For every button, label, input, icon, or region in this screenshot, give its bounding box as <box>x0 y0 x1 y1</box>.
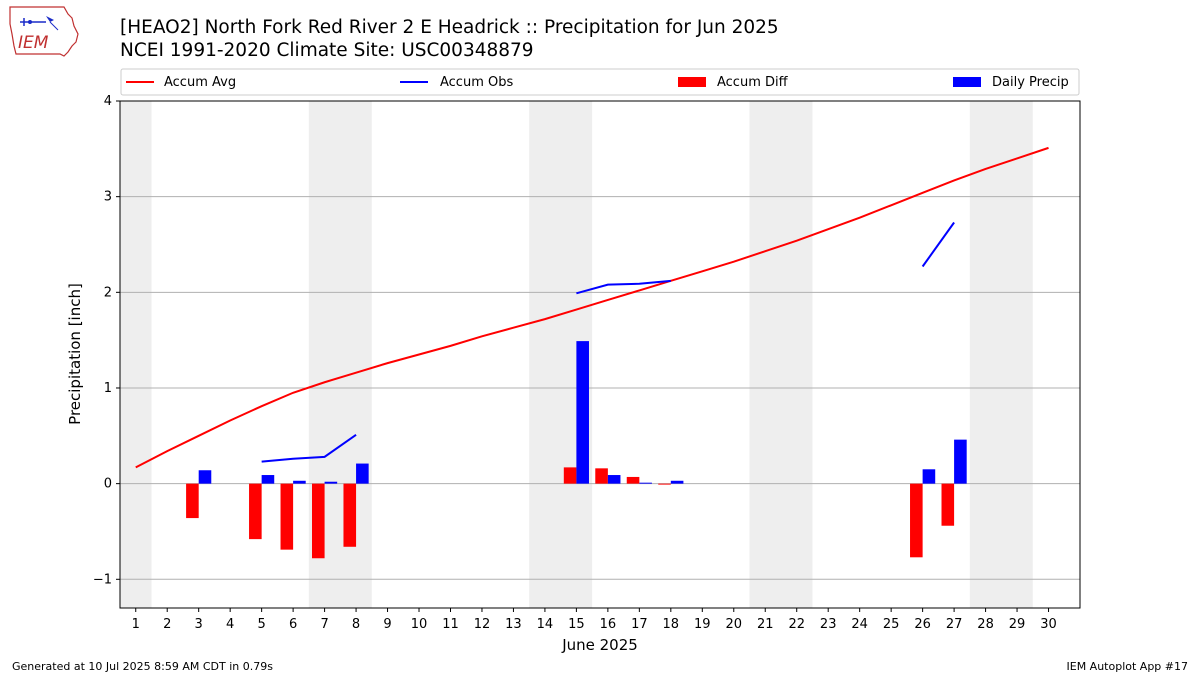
x-tick-label: 30 <box>1040 617 1057 632</box>
legend-swatch <box>953 77 981 87</box>
bar <box>658 483 671 485</box>
bar <box>922 469 936 484</box>
bar-series <box>186 341 967 559</box>
legend-swatch <box>678 77 706 87</box>
bar <box>261 475 275 484</box>
bar <box>324 481 338 484</box>
y-tick-label: 0 <box>104 477 112 492</box>
x-tick-label: 21 <box>757 617 774 632</box>
plot-frame <box>119 100 1081 609</box>
legend-label: Daily Precip <box>992 75 1069 90</box>
x-tick-label: 10 <box>411 617 428 632</box>
y-tick-label: 4 <box>104 94 112 109</box>
bar <box>670 480 684 484</box>
y-tick-label: −1 <box>93 572 112 587</box>
x-tick-label: 6 <box>289 617 297 632</box>
weekend-band <box>120 101 152 608</box>
x-tick-label: 25 <box>883 617 900 632</box>
x-tick-label: 8 <box>352 617 360 632</box>
chart-subtitle: NCEI 1991-2020 Climate Site: USC00348879 <box>120 40 534 61</box>
x-tick-label: 24 <box>851 617 868 632</box>
iem-logo: IEM <box>9 6 79 57</box>
x-tick-label: 14 <box>537 617 554 632</box>
bar <box>186 483 199 519</box>
x-tick-label: 17 <box>631 617 648 632</box>
bar <box>576 341 589 484</box>
line-series <box>135 146 1049 469</box>
x-tick-label: 2 <box>163 617 171 632</box>
legend-label: Accum Diff <box>717 75 789 90</box>
x-tick-label: 19 <box>694 617 711 632</box>
x-tick-label: 23 <box>820 617 837 632</box>
bar <box>249 483 262 540</box>
x-tick-label: 16 <box>600 617 617 632</box>
y-axis-ticks: −1 0 1 2 3 4 <box>93 94 120 587</box>
legend: Accum Avg Accum Obs Accum Diff Daily Precip <box>120 68 1080 96</box>
x-tick-label: 29 <box>1009 617 1026 632</box>
bar <box>293 480 306 484</box>
x-tick-label: 20 <box>725 617 742 632</box>
x-tick-label: 9 <box>383 617 391 632</box>
x-axis-label: June 2025 <box>561 636 638 654</box>
y-tick-label: 2 <box>104 285 112 300</box>
x-tick-label: 1 <box>132 617 140 632</box>
legend-label: Accum Avg <box>164 75 236 90</box>
bar <box>941 483 955 526</box>
bar <box>280 483 294 550</box>
x-axis-ticks: 1 2 3 4 5 6 7 8 9 10 11 12 13 14 15 16 17 18 19 20 21 22 23 24 2… <box>132 608 1057 632</box>
bar <box>356 463 369 484</box>
x-tick-label: 13 <box>505 617 522 632</box>
logo-text: IEM <box>18 33 49 53</box>
bar <box>563 467 577 484</box>
bar <box>954 439 967 484</box>
bar <box>343 483 357 547</box>
series-line <box>921 221 955 268</box>
x-tick-label: 27 <box>946 617 963 632</box>
series-line <box>135 146 1049 469</box>
x-tick-label: 5 <box>257 617 265 632</box>
weekend-band <box>969 101 1033 608</box>
weekend-band <box>749 101 813 608</box>
generated-timestamp: Generated at 10 Jul 2025 8:59 AM CDT in … <box>12 660 273 673</box>
x-tick-label: 7 <box>320 617 328 632</box>
y-tick-label: 1 <box>104 381 112 396</box>
x-tick-label: 15 <box>568 617 585 632</box>
bar <box>595 468 608 484</box>
app-label: IEM Autoplot App #17 <box>1066 660 1189 673</box>
y-axis-label: Precipitation [inch] <box>66 283 84 425</box>
chart-title: [HEAO2] North Fork Red River 2 E Headric… <box>120 17 779 38</box>
bar <box>312 483 325 559</box>
bar <box>626 476 640 484</box>
x-tick-label: 26 <box>914 617 931 632</box>
x-tick-label: 4 <box>226 617 234 632</box>
bar <box>910 483 923 558</box>
series-line <box>576 279 671 295</box>
bar <box>607 475 621 484</box>
bar <box>639 482 652 484</box>
legend-label: Accum Obs <box>440 75 513 90</box>
x-tick-label: 3 <box>195 617 203 632</box>
x-tick-label: 12 <box>474 617 491 632</box>
x-tick-label: 28 <box>977 617 994 632</box>
x-tick-label: 18 <box>663 617 680 632</box>
legend-box <box>120 68 1080 96</box>
y-gridlines <box>120 100 1080 580</box>
bar <box>198 470 212 484</box>
x-tick-label: 11 <box>442 617 459 632</box>
x-tick-label: 22 <box>788 617 805 632</box>
y-tick-label: 3 <box>104 190 112 205</box>
series-line <box>261 434 357 463</box>
